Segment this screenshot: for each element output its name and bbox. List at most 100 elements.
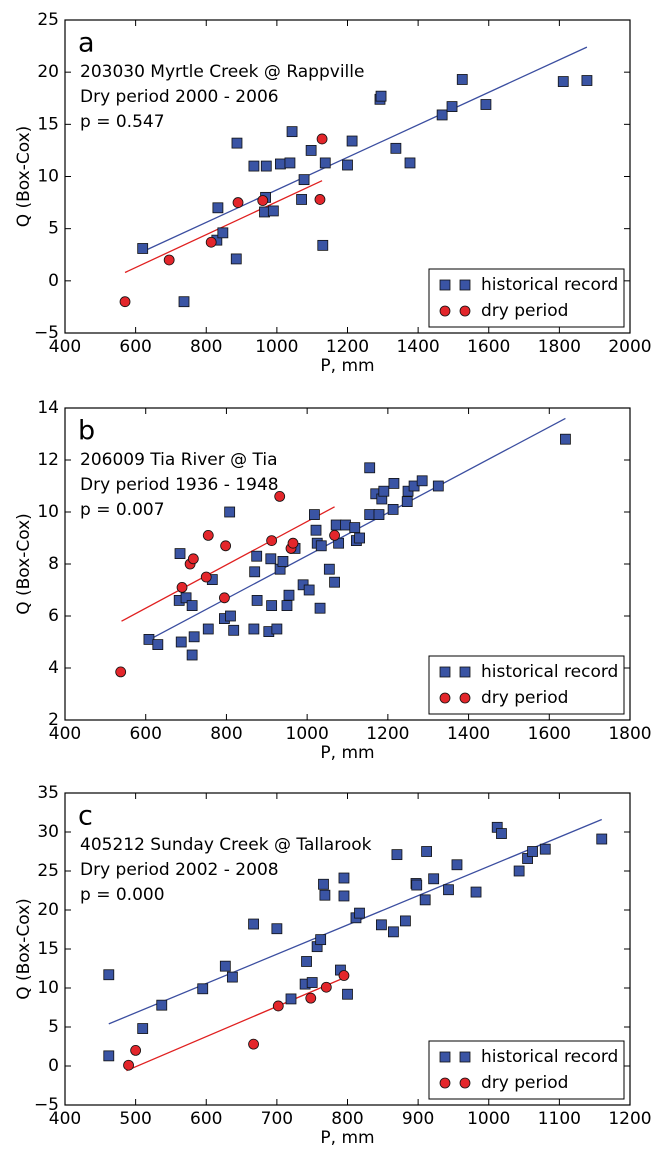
- point: [329, 576, 340, 588]
- point: [156, 999, 168, 1011]
- annotation: p = 0.000: [80, 885, 165, 905]
- point: [260, 160, 272, 172]
- point: [364, 462, 376, 474]
- point: [228, 624, 240, 636]
- x-tick-label: 1400: [447, 724, 490, 744]
- annotation: p = 0.547: [80, 112, 165, 132]
- point: [480, 99, 492, 110]
- y-tick-label: 0: [48, 271, 59, 291]
- point: [330, 519, 342, 531]
- point: [284, 157, 296, 169]
- point: [281, 600, 293, 611]
- y-tick-label: 0: [48, 1056, 59, 1076]
- y-tick-label: 2: [48, 710, 59, 730]
- point: [329, 530, 340, 541]
- x-tick-label: 600: [119, 337, 151, 357]
- plot-frame: [64, 19, 631, 334]
- point: [152, 639, 164, 650]
- point: [224, 506, 236, 518]
- legend-box: [428, 268, 625, 328]
- annotation: 405212 Sunday Creek @ Tallarook: [80, 835, 372, 855]
- point: [103, 969, 115, 981]
- point: [180, 592, 192, 604]
- x-tick-label: 700: [261, 1109, 293, 1129]
- x-tick-label: 1600: [528, 724, 571, 744]
- point: [137, 1023, 149, 1034]
- x-tick-label: 500: [119, 1109, 151, 1129]
- point: [248, 160, 260, 172]
- point: [265, 553, 277, 565]
- point: [436, 109, 448, 121]
- legend-marker: [439, 1051, 451, 1063]
- point: [272, 1000, 284, 1012]
- point: [219, 592, 230, 604]
- y-axis-label: Q (Box-Cox): [14, 513, 34, 615]
- y-tick-label: 4: [48, 658, 59, 678]
- y-tick-label: 30: [37, 822, 59, 842]
- legend-marker: [459, 692, 471, 704]
- point: [266, 535, 278, 546]
- x-tick-label: 400: [49, 724, 81, 744]
- fit-line: [142, 46, 588, 253]
- point: [217, 227, 229, 239]
- panel-label: c: [78, 801, 93, 832]
- point: [400, 915, 411, 927]
- annotation: p = 0.007: [80, 500, 165, 520]
- point: [200, 571, 212, 583]
- point: [137, 243, 149, 254]
- point: [257, 195, 269, 206]
- point: [391, 849, 403, 861]
- point: [248, 918, 259, 930]
- point: [470, 886, 482, 898]
- point: [232, 197, 244, 208]
- x-tick-label: 1200: [366, 724, 409, 744]
- point: [323, 563, 335, 575]
- point: [446, 101, 458, 112]
- x-tick-label: 2000: [608, 337, 651, 357]
- point: [186, 649, 198, 661]
- annotation: Dry period 1936 - 1948: [80, 475, 279, 495]
- point: [212, 202, 224, 214]
- point: [338, 890, 350, 902]
- point: [317, 239, 329, 251]
- point: [314, 602, 326, 614]
- point: [219, 960, 231, 972]
- point: [342, 159, 353, 171]
- x-tick-label: 1000: [255, 337, 298, 357]
- point: [202, 530, 214, 541]
- legend-marker: [439, 279, 451, 291]
- annotation: 206009 Tia River @ Tia: [80, 450, 278, 470]
- x-axis-label: P, mm: [320, 356, 374, 376]
- point: [186, 600, 198, 611]
- point: [130, 1045, 142, 1056]
- point: [303, 584, 315, 596]
- point: [456, 74, 468, 85]
- point: [119, 296, 131, 308]
- x-tick-label: 1600: [467, 337, 510, 357]
- x-tick-label: 800: [210, 724, 242, 744]
- point: [340, 519, 351, 531]
- legend-marker: [459, 1051, 471, 1063]
- point: [187, 553, 199, 565]
- point: [316, 133, 328, 145]
- point: [226, 971, 238, 983]
- point: [266, 600, 278, 611]
- point: [248, 623, 260, 635]
- x-tick-label: 400: [49, 1109, 81, 1129]
- y-tick-label: 14: [37, 398, 59, 418]
- point: [373, 509, 385, 521]
- x-axis-label: P, mm: [320, 1128, 374, 1148]
- point: [298, 174, 310, 186]
- point: [286, 126, 298, 138]
- point: [428, 873, 440, 885]
- point: [230, 253, 242, 265]
- legend-label: dry period: [481, 1073, 568, 1093]
- legend-marker: [459, 279, 471, 291]
- point: [123, 1059, 134, 1071]
- point: [314, 194, 326, 205]
- x-tick-label: 1200: [608, 1109, 651, 1129]
- point: [496, 828, 507, 839]
- y-tick-label: 5: [48, 1017, 59, 1037]
- point: [248, 1038, 259, 1050]
